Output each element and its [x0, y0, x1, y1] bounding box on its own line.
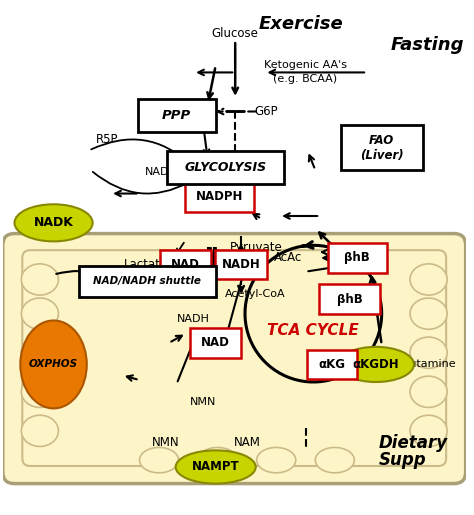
Text: R5P: R5P: [96, 133, 118, 146]
Ellipse shape: [20, 320, 87, 408]
Text: NADH: NADH: [177, 314, 210, 323]
Ellipse shape: [139, 448, 179, 473]
Text: GLYCOLYSIS: GLYCOLYSIS: [184, 161, 266, 174]
Ellipse shape: [410, 264, 447, 295]
Text: NMN: NMN: [152, 436, 180, 449]
Text: glutamine: glutamine: [399, 359, 456, 369]
Ellipse shape: [410, 298, 447, 329]
Text: βhB: βhB: [345, 251, 370, 265]
Ellipse shape: [21, 415, 58, 447]
FancyBboxPatch shape: [3, 234, 465, 484]
Text: αKG: αKG: [319, 358, 346, 371]
Text: NADK: NADK: [34, 216, 73, 229]
Ellipse shape: [257, 448, 296, 473]
FancyBboxPatch shape: [307, 350, 357, 379]
FancyBboxPatch shape: [137, 99, 216, 132]
Text: NADP: NADP: [146, 167, 177, 177]
Ellipse shape: [410, 337, 447, 368]
Text: AcAc: AcAc: [274, 250, 302, 264]
Text: (e.g. BCAA): (e.g. BCAA): [273, 74, 337, 84]
Ellipse shape: [198, 448, 237, 473]
Text: NAM: NAM: [234, 436, 260, 449]
Text: G6P: G6P: [255, 105, 278, 118]
Text: NAMPT: NAMPT: [192, 460, 239, 473]
Ellipse shape: [338, 347, 414, 382]
FancyBboxPatch shape: [167, 150, 284, 184]
FancyBboxPatch shape: [190, 328, 241, 357]
Text: NMN: NMN: [190, 397, 216, 406]
Ellipse shape: [21, 337, 58, 368]
Text: Ketogenic AA's: Ketogenic AA's: [264, 60, 347, 70]
Text: NAD: NAD: [171, 259, 200, 271]
Text: αKGDH: αKGDH: [353, 358, 399, 371]
Ellipse shape: [410, 415, 447, 447]
Text: Exercise: Exercise: [258, 14, 343, 32]
Ellipse shape: [21, 376, 58, 407]
Text: OXPHOS: OXPHOS: [29, 359, 78, 369]
Text: Pyruvate: Pyruvate: [230, 241, 283, 254]
FancyBboxPatch shape: [341, 125, 423, 170]
FancyBboxPatch shape: [215, 250, 267, 280]
Ellipse shape: [176, 451, 255, 484]
FancyBboxPatch shape: [22, 250, 446, 466]
FancyBboxPatch shape: [319, 284, 380, 314]
FancyBboxPatch shape: [328, 244, 387, 272]
Ellipse shape: [21, 298, 58, 329]
Text: Lactate: Lactate: [124, 259, 168, 271]
Ellipse shape: [410, 376, 447, 407]
Text: Supp: Supp: [379, 451, 427, 469]
Text: βhB: βhB: [337, 293, 362, 305]
Text: NADPH: NADPH: [196, 190, 243, 203]
Text: Acetyl-CoA: Acetyl-CoA: [224, 289, 285, 299]
Text: Fasting: Fasting: [391, 36, 465, 54]
FancyBboxPatch shape: [160, 250, 211, 280]
Text: NADH: NADH: [222, 259, 260, 271]
Text: NAD/NADH shuttle: NAD/NADH shuttle: [93, 277, 201, 286]
Text: NAD: NAD: [201, 336, 230, 350]
Ellipse shape: [15, 204, 92, 242]
FancyBboxPatch shape: [185, 181, 254, 212]
FancyBboxPatch shape: [79, 266, 216, 297]
Text: TCA CYCLE: TCA CYCLE: [267, 323, 359, 338]
Ellipse shape: [315, 448, 355, 473]
Text: Glucose: Glucose: [212, 27, 259, 40]
Ellipse shape: [21, 264, 58, 295]
Text: Dietary: Dietary: [379, 434, 448, 452]
Text: PPP: PPP: [162, 109, 191, 122]
Text: FAO
(Liver): FAO (Liver): [360, 133, 403, 162]
